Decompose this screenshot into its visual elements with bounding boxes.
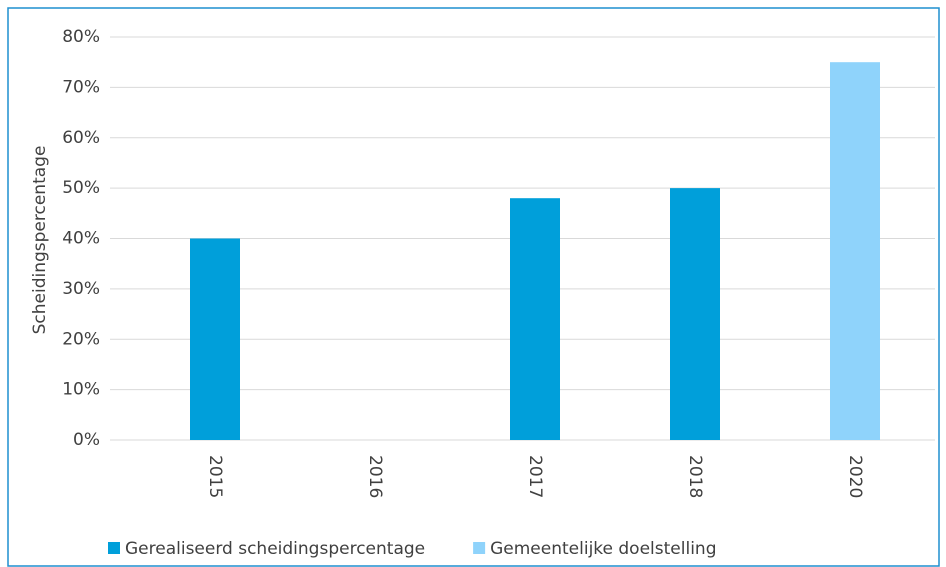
bar [670,188,720,440]
chart-border [7,7,940,567]
y-tick-label: 70% [62,77,100,97]
bar [510,198,560,440]
y-tick-label: 10% [62,380,100,400]
y-axis-title: Scheidingspercentage [30,146,50,335]
y-tick-label: 20% [62,329,100,349]
legend-swatch [108,542,120,554]
x-tick-label: 2020 [845,455,865,498]
y-tick-label: 30% [62,279,100,299]
x-tick-label: 2017 [525,455,545,498]
bar [830,62,880,440]
y-tick-label: 80% [62,27,100,47]
x-tick-label: 2015 [205,455,225,498]
y-tick-label: 40% [62,229,100,249]
y-tick-label: 0% [73,430,100,450]
x-tick-label: 2016 [365,455,385,498]
legend-label: Gerealiseerd scheidingspercentage [125,539,425,559]
legend-swatch [473,542,486,554]
legend-label: Gemeentelijke doelstelling [490,539,716,559]
bar [190,238,240,440]
x-tick-label: 2018 [685,455,705,498]
y-tick-label: 50% [62,178,100,198]
y-tick-label: 60% [62,128,100,148]
